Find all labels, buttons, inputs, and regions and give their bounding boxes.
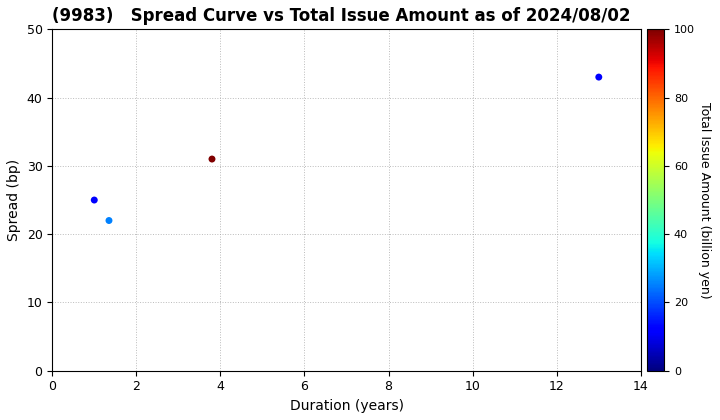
X-axis label: Duration (years): Duration (years) <box>289 399 403 413</box>
Point <box>103 217 114 224</box>
Point <box>206 156 217 163</box>
Y-axis label: Spread (bp): Spread (bp) <box>7 159 21 241</box>
Point <box>593 74 605 81</box>
Y-axis label: Total Issue Amount (billion yen): Total Issue Amount (billion yen) <box>698 102 711 298</box>
Text: (9983)   Spread Curve vs Total Issue Amount as of 2024/08/02: (9983) Spread Curve vs Total Issue Amoun… <box>53 7 631 25</box>
Point <box>89 197 100 203</box>
